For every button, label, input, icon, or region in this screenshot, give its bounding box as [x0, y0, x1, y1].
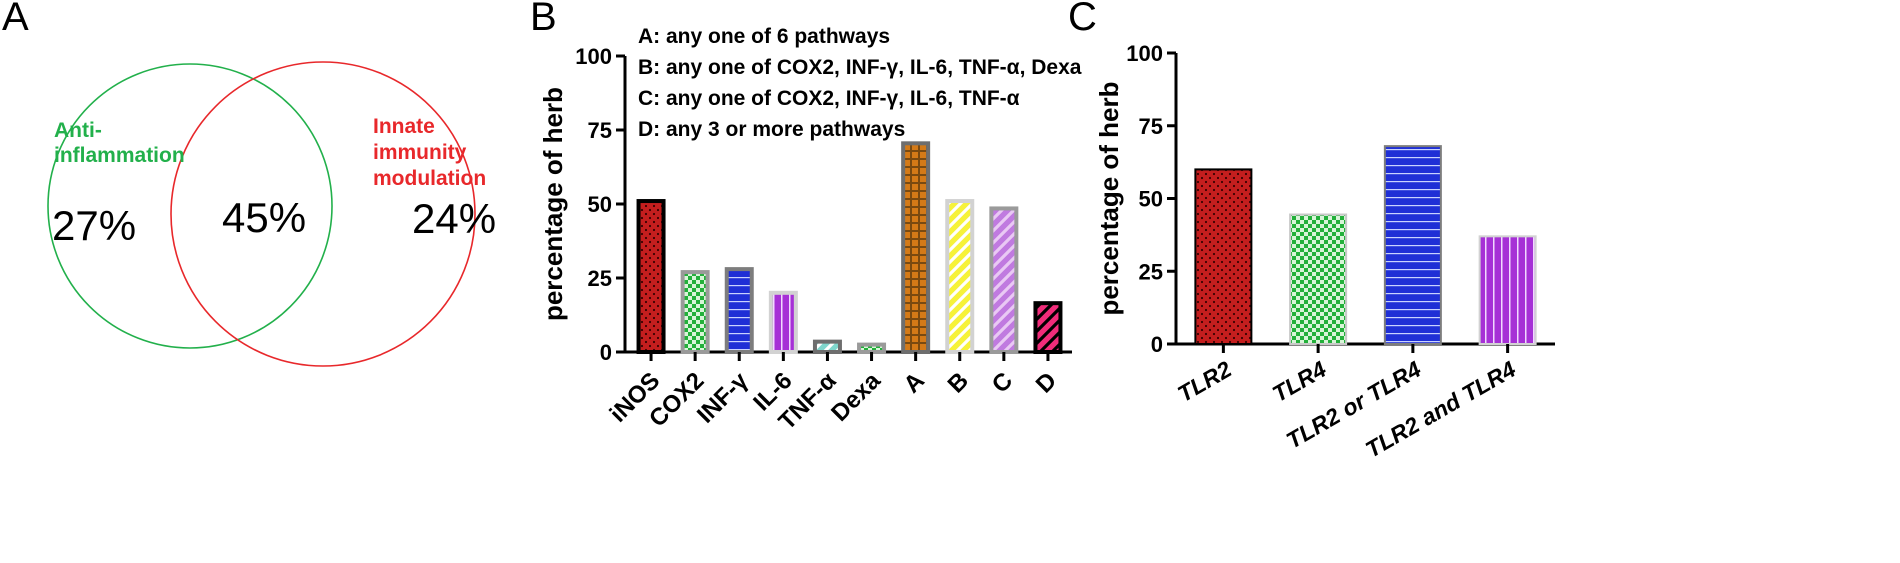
panel-b-bar: [945, 199, 975, 354]
panel-a-letter: A: [2, 0, 29, 39]
panel-b-legend: A: any one of 6 pathways B: any one of C…: [638, 25, 1082, 141]
legend-line: B: any one of COX2, INF-γ, IL-6, TNF-α, …: [638, 56, 1082, 79]
panel-b-bar: [812, 339, 842, 355]
panel-b-y-tick-label: 100: [575, 44, 612, 69]
panel-a-venn: A Anti- inflammation Innate immunity mod…: [2, 0, 496, 367]
panel-b-bar: [857, 342, 887, 355]
panel-b-category-label: INF-γ: [692, 367, 754, 429]
panel-b-category-label: Dexa: [826, 367, 886, 427]
panel-b-y-tick-label: 25: [588, 266, 612, 291]
panel-b-y-tick-label: 0: [600, 340, 612, 365]
panel-b-category-label: C: [987, 367, 1018, 398]
panel-b-bar: [1033, 301, 1063, 355]
panel-c-y-tick-label: 100: [1126, 41, 1163, 66]
panel-b-category-label: B: [943, 367, 974, 398]
panel-b-bar: [724, 267, 754, 354]
venn-region-anti-only: 27%: [52, 202, 136, 249]
panel-b-category-label: D: [1031, 367, 1062, 398]
panel-c-y-tick-label: 50: [1139, 187, 1163, 212]
panel-b-y-axis-title: percentage of herb: [538, 87, 568, 321]
panel-c-bar: [1383, 145, 1442, 345]
panel-b-bar: [636, 199, 666, 354]
legend-line: A: any one of 6 pathways: [638, 25, 890, 48]
panel-b-letter: B: [530, 0, 557, 39]
panel-c-y-tick-label: 75: [1139, 114, 1163, 139]
venn-circle-anti-inflammation: [47, 63, 333, 349]
panel-b-y-tick-label: 75: [588, 118, 612, 143]
panel-b-y-tick-label: 50: [588, 192, 612, 217]
venn-region-overlap: 45%: [222, 194, 306, 241]
venn-region-innate-only: 24%: [412, 195, 496, 242]
panel-c-y-axis-title: percentage of herb: [1094, 81, 1124, 315]
venn-label-anti-inflammation: Anti- inflammation: [54, 119, 185, 167]
panel-b-bar: [901, 141, 931, 354]
panel-c-y-tick-label: 25: [1139, 259, 1163, 284]
panel-b-bar: [680, 270, 710, 354]
venn-circle-innate-immunity: [170, 61, 476, 367]
panel-c-bar: [1478, 235, 1537, 345]
panel-b-bar: [989, 206, 1019, 354]
panel-c-y-tick-label: 0: [1151, 332, 1163, 357]
panel-c-letter: C: [1068, 0, 1097, 39]
panel-c-category-label: TLR2: [1173, 356, 1236, 407]
panel-b-category-label: A: [899, 367, 930, 398]
venn-label-innate-immunity: Innate immunity modulation: [373, 115, 486, 190]
panel-c-bar: [1194, 168, 1253, 345]
panel-c-category-label: TLR4: [1268, 356, 1331, 407]
legend-line: D: any 3 or more pathways: [638, 118, 905, 141]
panel-b-bar: [768, 290, 798, 354]
panel-c-bar: [1289, 213, 1348, 345]
legend-line: C: any one of COX2, INF-γ, IL-6, TNF-α: [638, 87, 1020, 110]
panel-b-chart: B A: any one of 6 pathways B: any one of…: [530, 0, 1082, 435]
